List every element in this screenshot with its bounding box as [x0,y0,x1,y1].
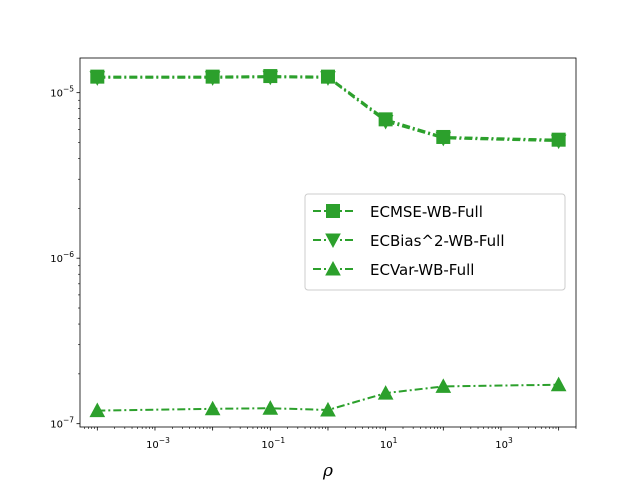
data-point [204,400,221,416]
data-point [320,71,336,86]
x-tick-label: 10−3 [146,436,170,451]
legend-marker [326,204,340,218]
data-point [435,378,452,393]
y-tick-label: 10−7 [50,416,74,431]
legend: ECMSE-WB-Full ECBias^2-WB-Full ECVar-WB-Fu… [304,193,566,291]
x-tick-label: 10−1 [261,436,285,451]
data-point [377,114,394,130]
legend-label: ECVar-WB-Full [370,261,474,279]
y-axis: 10−7 10−6 10−5 [50,85,80,431]
series-line [97,76,559,143]
legend-label: ECMSE-WB-Full [370,203,483,221]
data-point [435,131,452,147]
series-3 [89,376,567,418]
x-axis: 10−3 10−1 101 103 [84,427,577,451]
data-point [262,70,279,86]
y-tick-label: 10−6 [50,250,74,265]
legend-marker [325,260,341,276]
data-point [89,402,106,418]
legend-item: ECMSE-WB-Full [313,203,483,221]
x-axis-label: ρ [322,461,333,480]
data-point [89,71,106,86]
data-point [377,385,394,400]
legend-item: ECBias^2-WB-Full [313,232,505,250]
data-point [204,71,221,86]
series-2 [89,70,567,150]
data-point [320,401,336,417]
x-tick-label: 103 [495,436,513,451]
legend-item: ECVar-WB-Full [313,260,474,279]
data-point [262,400,279,415]
x-tick-label: 101 [380,436,398,451]
legend-label: ECBias^2-WB-Full [370,232,505,250]
y-tick-label: 10−5 [50,85,74,100]
data-point [550,376,567,392]
legend-marker [325,233,341,249]
legend-box [304,193,566,291]
plot-area [89,69,567,418]
data-point [550,134,567,150]
